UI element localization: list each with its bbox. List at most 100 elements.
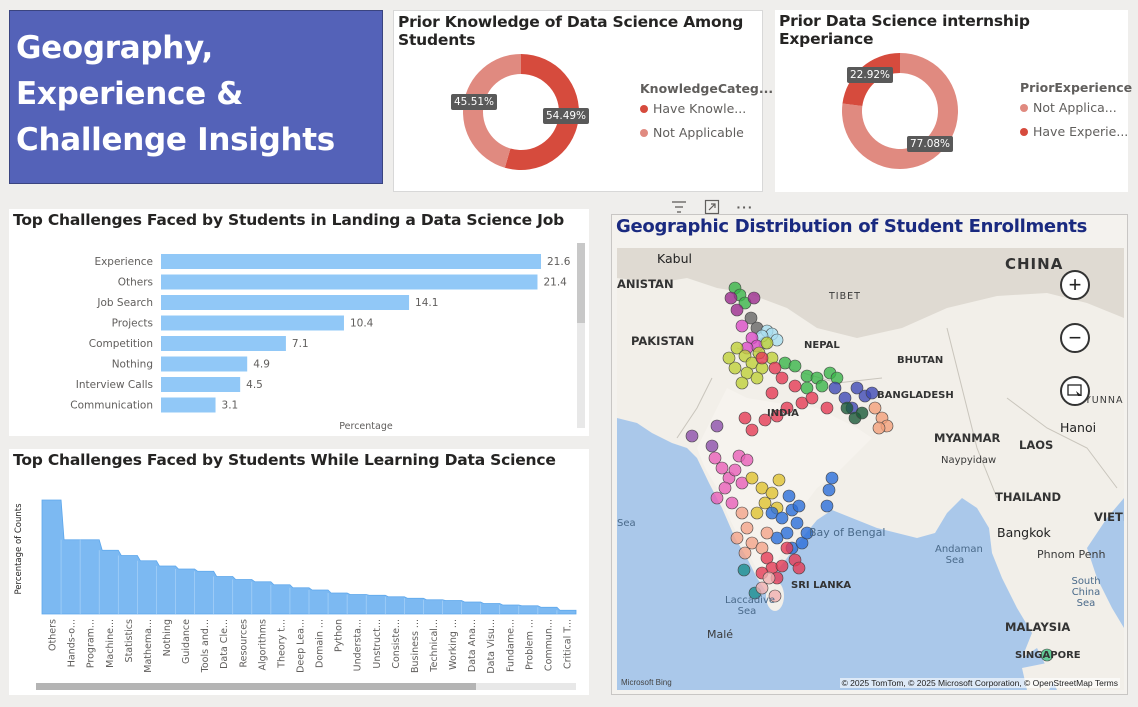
enrollment-point[interactable] [738, 411, 752, 425]
enrollment-point[interactable] [740, 521, 754, 535]
job-bar[interactable] [161, 315, 344, 331]
enrollment-point[interactable] [755, 581, 769, 595]
enrollment-point[interactable] [770, 531, 784, 545]
enrollment-point[interactable] [725, 496, 739, 510]
enrollment-point[interactable] [805, 391, 819, 405]
knowledge-legend-item-na[interactable]: Not Applicable [640, 125, 744, 140]
enrollment-point[interactable] [740, 366, 754, 380]
learning-chart-scrollbar[interactable] [36, 683, 576, 690]
enrollment-point[interactable] [758, 413, 772, 427]
enrollment-point[interactable] [872, 421, 886, 435]
more-options-icon[interactable]: ··· [736, 199, 754, 215]
job-bar[interactable] [161, 356, 248, 372]
enrollment-point[interactable] [755, 351, 769, 365]
map-canvas[interactable]: Kabul ANISTAN CHINA PAKISTAN TIBET NEPAL… [617, 248, 1124, 690]
enrollment-point[interactable] [855, 406, 869, 420]
enrollment-point[interactable] [865, 386, 879, 400]
enrollment-point[interactable] [710, 419, 724, 433]
enrollment-point[interactable] [760, 336, 774, 350]
enrollment-point[interactable] [780, 526, 794, 540]
enrollment-point[interactable] [744, 311, 758, 325]
enrollment-point[interactable] [735, 319, 749, 333]
enrollment-point[interactable] [758, 496, 772, 510]
learning-challenges-card[interactable]: Top Challenges Faced by Students While L… [9, 449, 589, 695]
map-attribution[interactable]: © 2025 TomTom, © 2025 Microsoft Corporat… [839, 678, 1120, 688]
enrollment-point[interactable] [800, 526, 814, 540]
knowledge-donut-card[interactable]: Prior Knowledge of Data Science Among St… [393, 10, 773, 192]
enrollment-point[interactable] [765, 386, 779, 400]
enrollment-point[interactable] [788, 359, 802, 373]
enrollment-point[interactable] [750, 371, 764, 385]
enrollment-point[interactable] [715, 461, 729, 475]
enrollment-point[interactable] [825, 471, 839, 485]
enrollment-point[interactable] [800, 381, 814, 395]
enrollment-point[interactable] [708, 451, 722, 465]
enrollment-point[interactable] [735, 376, 749, 390]
enrollment-point[interactable] [1040, 648, 1054, 662]
enrollment-point[interactable] [730, 531, 744, 545]
scrollbar-thumb[interactable] [577, 243, 585, 323]
enrollment-point[interactable] [775, 511, 789, 525]
enrollment-point[interactable] [765, 506, 779, 520]
enrollment-point[interactable] [755, 541, 769, 555]
enrollment-point[interactable] [820, 499, 834, 513]
filter-icon[interactable] [667, 196, 691, 218]
enrollment-point[interactable] [760, 526, 774, 540]
enrollment-point[interactable] [765, 486, 779, 500]
enrollment-point[interactable] [775, 371, 789, 385]
knowledge-legend-item-have[interactable]: Have Knowle... [640, 101, 746, 116]
enrollment-point[interactable] [815, 379, 829, 393]
enrollment-point[interactable] [770, 409, 784, 423]
enrollment-point[interactable] [822, 483, 836, 497]
enrollment-point[interactable] [747, 291, 761, 305]
enrollment-point[interactable] [735, 506, 749, 520]
job-challenges-chart[interactable]: Experience 21.6 Others 21.4 Job Search 14.1 Pr… [9, 209, 574, 436]
enrollment-point[interactable] [724, 291, 738, 305]
job-bar[interactable] [161, 377, 241, 392]
experience-legend-item-have[interactable]: Have Experie... [1020, 124, 1128, 139]
job-challenges-card[interactable]: Top Challenges Faced by Students in Land… [9, 209, 589, 436]
enrollment-point[interactable] [840, 401, 854, 415]
enrollment-point[interactable] [737, 563, 751, 577]
enrollment-point[interactable] [685, 429, 699, 443]
zoom-out-button[interactable]: − [1060, 323, 1090, 353]
focus-mode-icon[interactable] [700, 196, 724, 218]
enrollment-points-layer[interactable] [617, 248, 1124, 690]
experience-donut-card[interactable]: Prior Data Science internship Experiance… [775, 10, 1132, 192]
enrollment-point[interactable] [740, 453, 754, 467]
enrollment-point[interactable] [750, 506, 764, 520]
enrollment-point[interactable] [710, 491, 724, 505]
enrollment-point[interactable] [745, 423, 759, 437]
enrollment-point[interactable] [780, 401, 794, 415]
enrollment-point[interactable] [745, 356, 759, 370]
enrollment-point[interactable] [792, 499, 806, 513]
enrollment-point[interactable] [795, 536, 809, 550]
enrollment-point[interactable] [718, 481, 732, 495]
job-bar[interactable] [161, 336, 286, 351]
enrollment-point[interactable] [738, 546, 752, 560]
enrollment-point[interactable] [768, 589, 782, 603]
enrollment-point[interactable] [868, 401, 882, 415]
job-bar[interactable] [161, 397, 216, 413]
job-chart-scrollbar[interactable] [577, 243, 585, 428]
enrollment-point[interactable] [755, 481, 769, 495]
enrollment-point[interactable] [730, 303, 744, 317]
enrollment-point[interactable] [760, 551, 774, 565]
enrollment-point[interactable] [795, 396, 809, 410]
job-bar[interactable] [161, 254, 541, 269]
zoom-in-button[interactable]: + [1060, 270, 1090, 300]
enrollment-point[interactable] [705, 439, 719, 453]
enrollment-point[interactable] [745, 471, 759, 485]
job-bar[interactable] [161, 274, 538, 290]
enrollment-point[interactable] [722, 351, 736, 365]
enrollment-point[interactable] [762, 571, 776, 585]
enrollment-point[interactable] [780, 541, 794, 555]
enrollment-point[interactable] [782, 489, 796, 503]
donut-slice-1[interactable] [504, 54, 579, 170]
experience-donut-chart[interactable] [830, 41, 970, 181]
enrollment-point[interactable] [735, 476, 749, 490]
job-bar[interactable] [161, 295, 410, 310]
enrollment-point[interactable] [788, 379, 802, 393]
experience-legend-item-na[interactable]: Not Applica... [1020, 100, 1117, 115]
enrollment-point[interactable] [745, 536, 759, 550]
